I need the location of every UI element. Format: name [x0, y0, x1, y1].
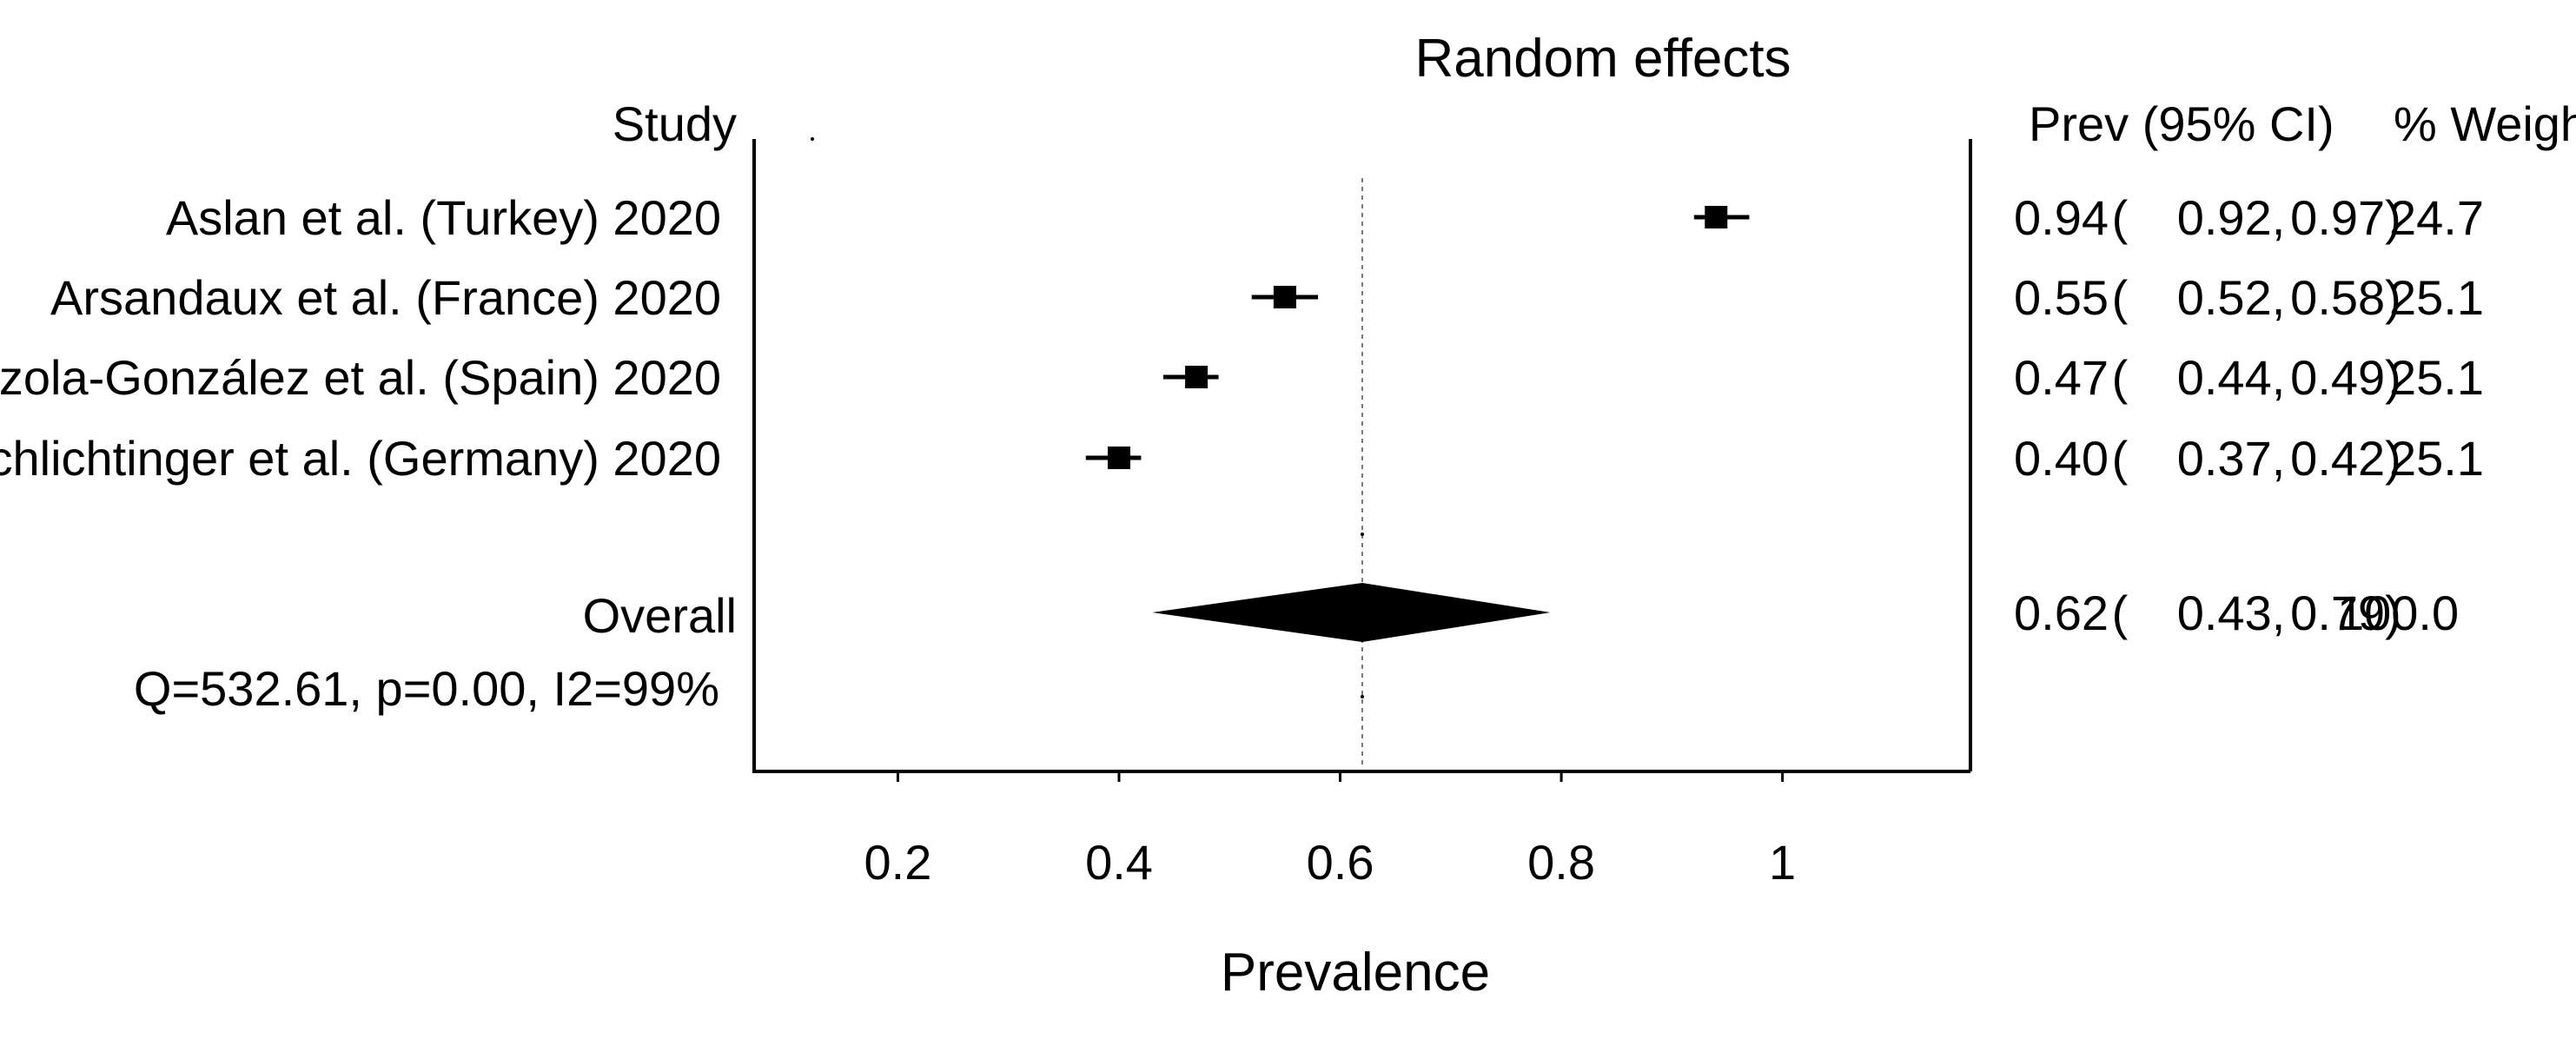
study-weight: 25.1: [2389, 270, 2484, 325]
study-rows: Aslan et al. (Turkey) 2020 0.94(0.92, 0.97…: [0, 190, 2484, 486]
overall-estimate: 0.62: [2014, 586, 2109, 640]
study-ci-open: (: [2112, 270, 2129, 325]
study-ci-low: 0.52,: [2177, 270, 2286, 325]
study-weight: 25.1: [2389, 431, 2484, 486]
reference-dot: [1361, 533, 1364, 536]
overall-ci-low: 0.43,: [2177, 586, 2286, 640]
study-estimate: 0.55: [2014, 270, 2109, 325]
overall-label: Overall: [583, 588, 737, 643]
study-point-box: [1705, 206, 1728, 228]
study-ci-high: 0.97): [2290, 190, 2401, 245]
x-tick-label: 1: [1769, 835, 1796, 890]
overall-ci-open: (: [2112, 586, 2129, 640]
study-ci-high: 0.58): [2290, 270, 2401, 325]
stray-dot: [811, 137, 814, 141]
study-point-box: [1273, 286, 1296, 308]
x-tick-label: 0.8: [1527, 835, 1595, 890]
x-tick-label: 0.2: [864, 835, 932, 890]
study-point-box: [1185, 366, 1209, 388]
study-ci-high: 0.42): [2290, 431, 2401, 486]
study-label: Aslan et al. (Turkey) 2020: [166, 190, 721, 245]
study-ci-open: (: [2112, 190, 2129, 245]
study-label: Odriozola-González et al. (Spain) 2020: [0, 350, 721, 405]
overall-weight: 100.0: [2337, 586, 2459, 640]
overall-values: 0.62(0.43, 0.79)100.0: [1361, 533, 2459, 698]
study-estimate: 0.40: [2014, 431, 2109, 486]
heterogeneity-stats: Q=532.61, p=0.00, I2=99%: [134, 661, 719, 716]
study-point-box: [1108, 447, 1130, 469]
study-ci-low: 0.92,: [2177, 190, 2286, 245]
study-estimate: 0.94: [2014, 190, 2109, 245]
plot-title: Random effects: [1414, 29, 1791, 89]
study-ci-high: 0.49): [2290, 350, 2401, 405]
study-estimate: 0.47: [2014, 350, 2109, 405]
x-axis-title: Prevalence: [1221, 943, 1490, 1003]
study-weight: 24.7: [2389, 190, 2484, 245]
x-tick-label: 0.4: [1085, 835, 1153, 890]
study-label: Schlichtinger et al. (Germany) 2020: [0, 431, 721, 486]
x-axis-ticks: 0.2 0.4 0.6 0.8 1: [864, 771, 1796, 890]
study-ci-low: 0.44,: [2177, 350, 2286, 405]
overall-ci-high: 0.79): [2290, 586, 2401, 640]
header-study: Study: [613, 96, 737, 151]
study-weight: 25.1: [2389, 350, 2484, 405]
header-estimate: Prev (95% CI): [2029, 96, 2334, 151]
study-ci-open: (: [2112, 350, 2129, 405]
overall-diamond: [1152, 583, 1551, 642]
header-weight: % Weight: [2394, 96, 2576, 151]
study-label: Arsandaux et al. (France) 2020: [50, 270, 721, 325]
study-ci-open: (: [2112, 431, 2129, 486]
study-ci-low: 0.37,: [2177, 431, 2286, 486]
reference-dot: [1361, 695, 1364, 698]
x-tick-label: 0.6: [1307, 835, 1374, 890]
